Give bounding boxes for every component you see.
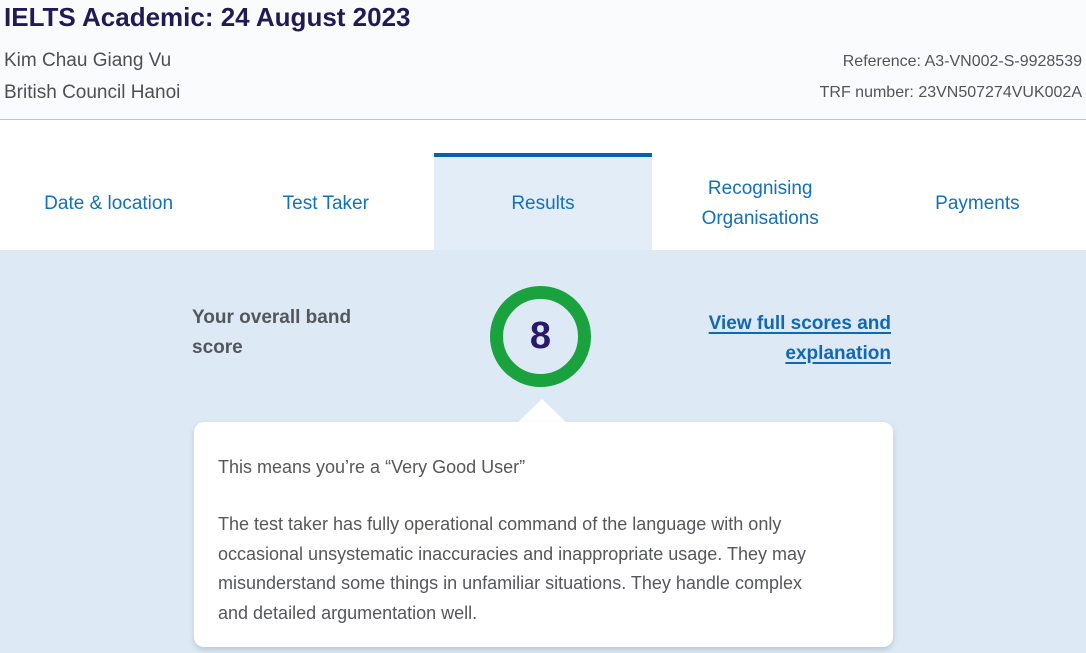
view-full-scores-link[interactable]: View full scores and explanation <box>708 313 891 364</box>
test-centre-name: British Council Hanoi <box>4 82 181 103</box>
header: IELTS Academic: 24 August 2023 Kim Chau … <box>0 0 1086 120</box>
tab-bar: Date & location Test Taker Results Recog… <box>0 120 1086 250</box>
header-right: Reference: A3-VN002-S-9928539 TRF number… <box>820 46 1082 119</box>
trf-number: TRF number: 23VN507274VUK002A <box>819 84 1082 101</box>
page-title: IELTS Academic: 24 August 2023 <box>4 2 411 32</box>
tab-label: Payments <box>935 192 1020 214</box>
band-description-title: This means you’re a “Very Good User” <box>218 457 526 477</box>
candidate-name: Kim Chau Giang Vu <box>4 50 172 71</box>
reference-number: Reference: A3-VN002-S-9928539 <box>842 53 1082 70</box>
score-explanation-card: This means you’re a “Very Good User” The… <box>194 422 893 647</box>
results-panel: Your overall band score 8 View full scor… <box>0 250 1086 653</box>
tab-label: Results <box>511 192 575 214</box>
tab-label: Test Taker <box>282 192 369 214</box>
band-score-circle: 8 <box>490 286 591 387</box>
band-description-body: The test taker has fully operational com… <box>218 514 806 623</box>
tab-date-location[interactable]: Date & location <box>0 153 217 250</box>
card-pointer-triangle <box>516 399 568 424</box>
band-score-value: 8 <box>529 315 552 357</box>
tab-recognising-organisations[interactable]: Recognising Organisations <box>652 153 869 250</box>
tab-label: Recognising Organisations <box>701 177 819 229</box>
tab-results[interactable]: Results <box>434 153 652 250</box>
band-score-heading: Your overall band score <box>192 307 352 358</box>
header-left: IELTS Academic: 24 August 2023 Kim Chau … <box>4 0 411 119</box>
tab-label: Date & location <box>44 192 174 214</box>
tab-test-taker[interactable]: Test Taker <box>217 153 434 250</box>
tab-payments[interactable]: Payments <box>869 153 1086 250</box>
